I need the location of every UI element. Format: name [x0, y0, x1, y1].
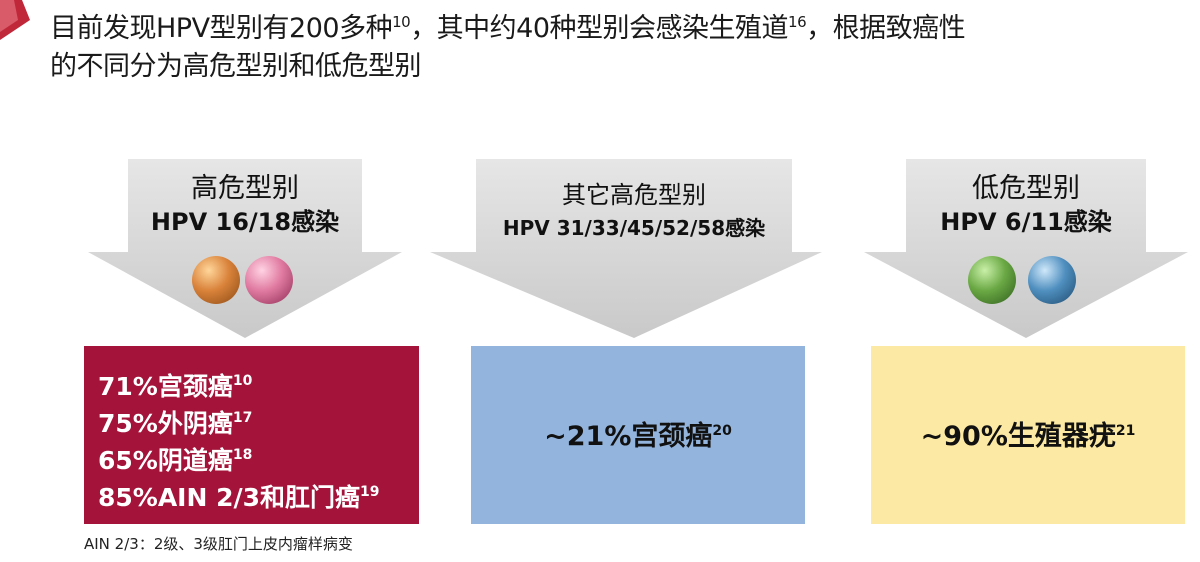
footnote: AIN 2/3：2级、3级肛门上皮内瘤样病变	[84, 535, 353, 553]
high-risk-title-block: 高危型别 HPV 16/18感染	[110, 172, 380, 238]
other-high-risk-stat: ~21%宫颈癌20	[544, 421, 732, 452]
low-risk-stat: ~90%生殖器疣21	[920, 421, 1136, 452]
low-risk-title: 低危型别	[972, 173, 1080, 204]
stat-row-anal: 85%AIN 2/3和肛门癌19	[98, 483, 380, 512]
corner-accent	[0, 0, 30, 40]
arrow-high-risk	[88, 159, 402, 338]
other-high-risk-title: 其它高危型别	[562, 181, 706, 209]
virus-icon-pink	[245, 256, 293, 304]
low-risk-subtitle: HPV 6/11感染	[940, 208, 1112, 236]
arrow-low-risk	[864, 159, 1188, 338]
other-high-risk-stats-box: ~21%宫颈癌20	[471, 346, 805, 524]
high-risk-stats-box: 71%宫颈癌10 75%外阴癌17 65%阴道癌18 85%AIN 2/3和肛门…	[84, 346, 419, 524]
high-risk-title: 高危型别	[191, 173, 299, 204]
low-risk-stats-box: ~90%生殖器疣21	[871, 346, 1185, 524]
arrow-other-high-risk	[430, 159, 822, 338]
virus-icon-orange	[192, 256, 240, 304]
stat-row-cervical: 71%宫颈癌10	[98, 372, 253, 401]
stat-row-vulvar: 75%外阴癌17	[98, 409, 253, 438]
high-risk-subtitle: HPV 16/18感染	[150, 208, 340, 236]
low-risk-title-block: 低危型别 HPV 6/11感染	[890, 172, 1162, 238]
other-high-risk-subtitle: HPV 31/33/45/52/58感染	[502, 216, 766, 240]
heading-line-1: 目前发现HPV型别有200多种10，其中约40种型别会感染生殖道16，根据致癌性	[50, 13, 966, 44]
heading-line-2: 的不同分为高危型别和低危型别	[50, 51, 422, 82]
page-heading: 目前发现HPV型别有200多种10，其中约40种型别会感染生殖道16，根据致癌性…	[50, 10, 1170, 86]
virus-icon-green	[968, 256, 1016, 304]
other-high-risk-title-block: 其它高危型别 HPV 31/33/45/52/58感染	[470, 178, 798, 244]
virus-icon-blue	[1028, 256, 1076, 304]
stat-row-vaginal: 65%阴道癌18	[98, 446, 253, 475]
